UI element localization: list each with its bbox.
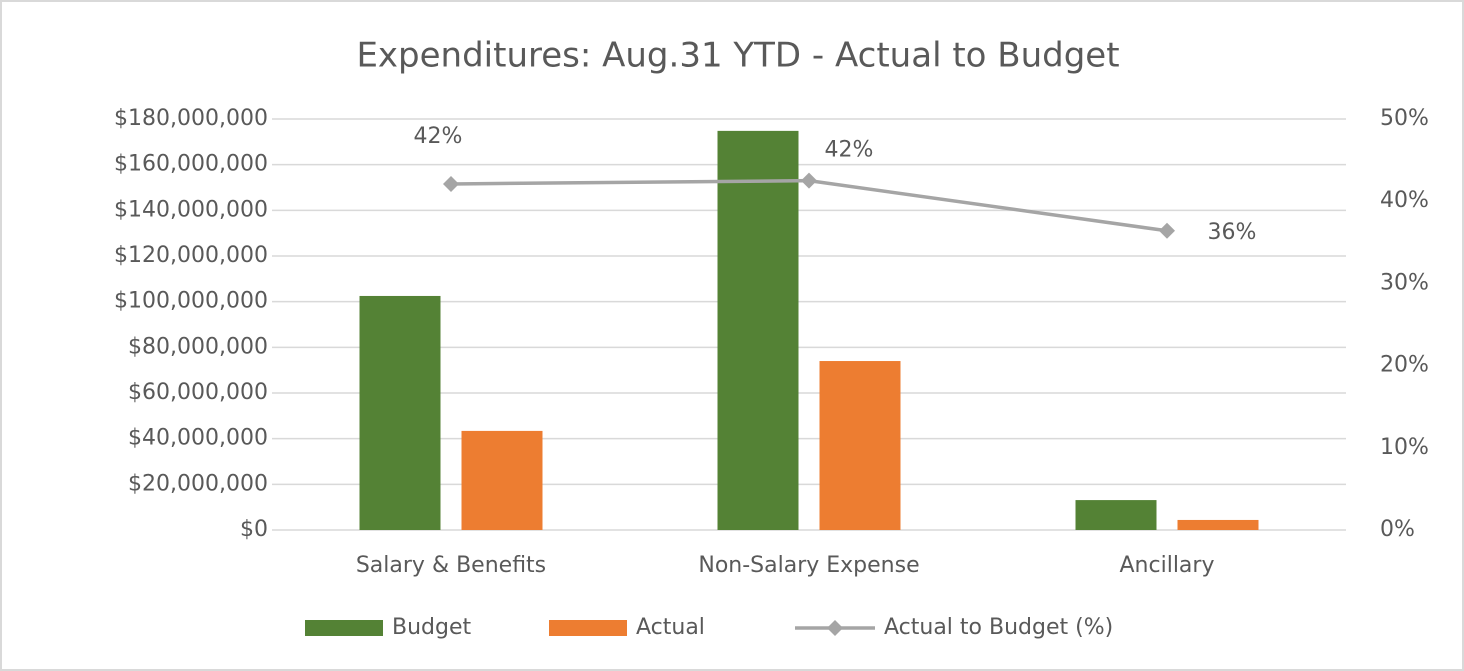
x-tick-label: Ancillary bbox=[1120, 553, 1215, 578]
y-tick-label: $40,000,000 bbox=[128, 426, 268, 451]
y-tick-label: $180,000,000 bbox=[114, 106, 268, 131]
legend-label: Actual bbox=[636, 615, 705, 640]
bar bbox=[819, 361, 901, 530]
bar bbox=[1075, 500, 1157, 530]
line-marker bbox=[1159, 222, 1175, 239]
line-marker bbox=[443, 175, 459, 192]
data-label: 42% bbox=[414, 124, 463, 149]
bar bbox=[359, 295, 441, 530]
x-tick-label: Non-Salary Expense bbox=[698, 553, 919, 578]
legend-swatch bbox=[549, 620, 627, 636]
data-label: 42% bbox=[825, 138, 874, 163]
y2-tick-label: 0% bbox=[1380, 517, 1415, 542]
y2-tick-label: 10% bbox=[1380, 435, 1429, 460]
line-marker bbox=[801, 172, 817, 189]
y2-tick-label: 40% bbox=[1380, 188, 1429, 213]
chart-title: Expenditures: Aug.31 YTD - Actual to Bud… bbox=[356, 36, 1119, 76]
bar bbox=[1177, 519, 1259, 530]
legend-label: Budget bbox=[392, 615, 472, 640]
y-tick-label: $140,000,000 bbox=[114, 197, 268, 222]
y-tick-label: $20,000,000 bbox=[128, 471, 268, 496]
bar bbox=[461, 430, 543, 530]
y-tick-label: $0 bbox=[240, 517, 268, 542]
y-tick-label: $80,000,000 bbox=[128, 334, 268, 359]
legend-marker bbox=[827, 620, 843, 636]
y2-tick-label: 50% bbox=[1380, 106, 1429, 131]
x-tick-label: Salary & Benefits bbox=[356, 553, 546, 578]
y2-tick-label: 30% bbox=[1380, 270, 1429, 295]
y2-tick-label: 20% bbox=[1380, 353, 1429, 378]
data-label: 36% bbox=[1208, 220, 1257, 245]
y-tick-label: $160,000,000 bbox=[114, 152, 268, 177]
y-tick-label: $100,000,000 bbox=[114, 289, 268, 314]
y-tick-label: $120,000,000 bbox=[114, 243, 268, 268]
legend-label: Actual to Budget (%) bbox=[884, 615, 1113, 640]
y-tick-label: $60,000,000 bbox=[128, 380, 268, 405]
bar bbox=[717, 130, 799, 530]
legend-swatch bbox=[305, 620, 383, 636]
